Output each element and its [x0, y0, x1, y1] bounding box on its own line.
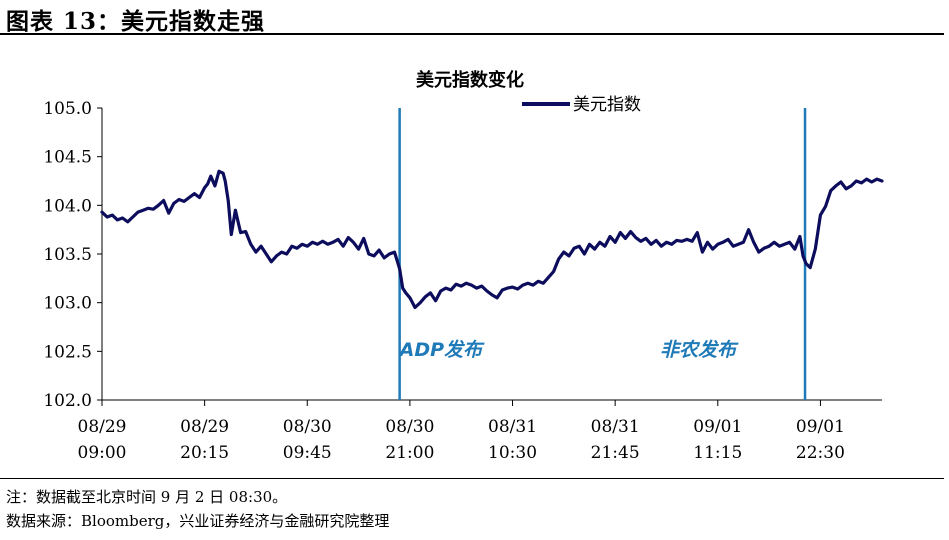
- event-label: ADP发布: [398, 339, 485, 361]
- series-line-usd-index: [100, 169, 884, 310]
- line-chart: 美元指数变化 美元指数 105.0 104.5 104.0 103.5 103.0 102…: [43, 69, 884, 463]
- x-tick-label-date: 08/29: [180, 417, 229, 437]
- y-tick-label: 105.0: [43, 99, 92, 119]
- x-tick-label-time: 10:30: [488, 443, 537, 463]
- y-tick-label: 104.0: [43, 196, 92, 216]
- title-rule: [0, 33, 944, 35]
- x-tick-label-time: 21:00: [385, 443, 434, 463]
- footnote: 注：数据截至北京时间 9 月 2 日 08:30。: [6, 488, 288, 506]
- figure-title: 图表 13：美元指数走强: [6, 8, 266, 35]
- x-axis: 08/29 09:00 08/29 20:15 08/30 09:45 08/30 21:00…: [78, 399, 882, 463]
- chart-title: 美元指数变化: [416, 69, 524, 91]
- cut-off-text-line: [0, 534, 949, 540]
- x-tick-label-time: 11:15: [693, 443, 742, 463]
- x-tick-label-time: 20:15: [180, 443, 229, 463]
- x-tick-label-date: 09/01: [796, 417, 845, 437]
- event-annotations: ADP发布 非农发布: [398, 108, 807, 400]
- x-tick-label-time: 21:45: [591, 443, 640, 463]
- x-tick-label-date: 09/01: [693, 417, 742, 437]
- y-axis: 105.0 104.5 104.0 103.5 103.0 102.5 102.0: [43, 99, 103, 411]
- source-note: 数据来源：Bloomberg，兴业证券经济与金融研究院整理: [6, 512, 390, 530]
- y-tick-label: 102.5: [43, 342, 92, 362]
- x-tick-label-date: 08/29: [78, 417, 127, 437]
- x-tick-label-time: 22:30: [796, 443, 845, 463]
- x-tick-label-date: 08/30: [385, 417, 434, 437]
- x-tick-label-date: 08/30: [283, 417, 332, 437]
- x-tick-label-date: 08/31: [591, 417, 640, 437]
- legend: 美元指数: [522, 95, 641, 115]
- y-tick-label: 104.5: [43, 148, 92, 168]
- y-tick-label: 103.5: [43, 245, 92, 265]
- x-tick-label-time: 09:45: [283, 443, 332, 463]
- y-tick-label: 102.0: [43, 391, 92, 411]
- event-label: 非农发布: [660, 339, 739, 361]
- y-tick-label: 103.0: [43, 294, 92, 314]
- series-group: [100, 169, 884, 310]
- x-tick-label-time: 09:00: [78, 443, 127, 463]
- legend-label: 美元指数: [573, 95, 641, 115]
- x-tick-label-date: 08/31: [488, 417, 537, 437]
- notes-rule: [0, 478, 944, 479]
